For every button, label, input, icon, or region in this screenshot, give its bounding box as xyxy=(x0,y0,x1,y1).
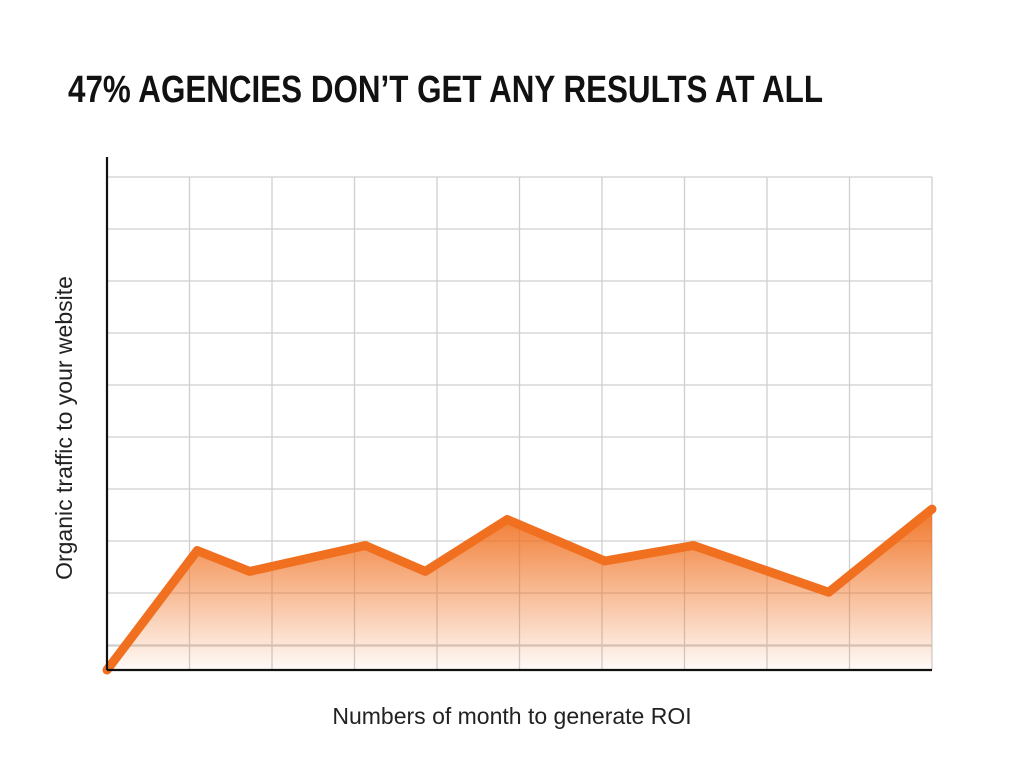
chart-title: 47% AGENCIES DON’T GET ANY RESULTS AT AL… xyxy=(68,69,823,111)
plot xyxy=(102,504,937,675)
x-axis-label: Numbers of month to generate ROI xyxy=(332,703,691,729)
area-fill xyxy=(107,509,932,670)
y-axis-label: Organic traffic to your website xyxy=(51,276,77,580)
line xyxy=(102,504,937,675)
